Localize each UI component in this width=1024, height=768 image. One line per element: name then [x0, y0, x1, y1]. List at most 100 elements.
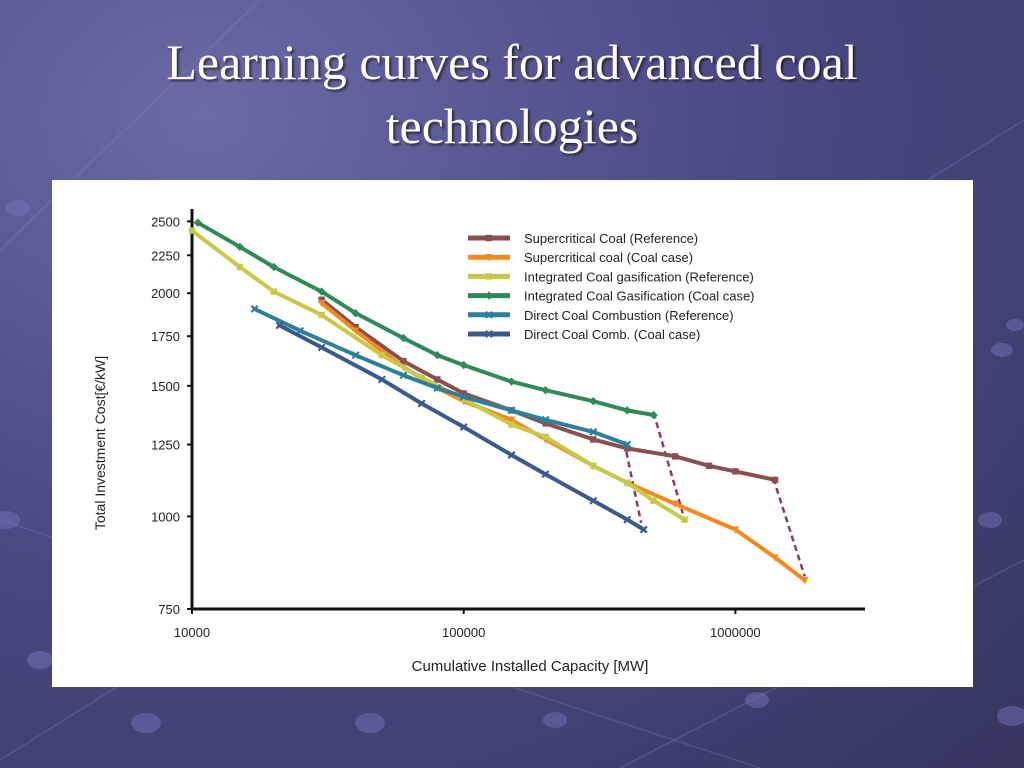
data-point	[507, 416, 516, 424]
legend-label: Supercritical coal (Coal case)	[524, 250, 693, 265]
data-point	[649, 410, 658, 420]
chart-series	[188, 218, 809, 585]
data-point	[434, 376, 441, 383]
data-point	[433, 350, 442, 360]
data-point	[731, 526, 740, 534]
data-point-stroke	[589, 427, 598, 436]
data-point-stroke	[459, 392, 468, 401]
data-point	[250, 304, 259, 313]
data-point	[542, 420, 549, 427]
data-point-stroke	[639, 525, 648, 534]
legend-item: Integrated Coal gasification (Reference)	[468, 269, 754, 284]
data-point-stroke	[377, 375, 386, 384]
data-point-stroke	[507, 451, 516, 459]
legend-label: Direct Coal Combustion (Reference)	[524, 308, 734, 323]
data-point	[542, 433, 549, 441]
y-tick-label: 1500	[151, 379, 180, 394]
data-point	[590, 462, 597, 470]
data-point-stroke	[250, 304, 259, 313]
data-point	[318, 311, 325, 319]
data-point	[541, 415, 550, 424]
legend-item: Supercritical Coal (Reference)	[468, 231, 698, 246]
y-tick-label: 2500	[151, 214, 180, 229]
data-point	[351, 327, 360, 335]
x-tick-label: 1000000	[710, 625, 761, 640]
data-point	[485, 310, 493, 319]
data-point	[801, 577, 809, 585]
data-point-stroke	[485, 330, 493, 338]
data-point	[275, 321, 284, 330]
data-point	[589, 427, 598, 436]
data-point	[485, 254, 493, 262]
slide-title-line-1: Learning curves for advanced coal	[166, 34, 858, 90]
data-point-stroke	[589, 496, 598, 505]
data-point	[705, 462, 713, 470]
data-point	[650, 497, 657, 504]
data-point	[433, 384, 442, 392]
learning-curve-chart: 750 1000 1250 1500 1750 2000 2250 2500 10000 1000…	[92, 209, 865, 675]
data-point-stroke	[417, 399, 426, 408]
data-point-stroke	[317, 343, 326, 352]
data-point	[400, 357, 407, 365]
y-tick-label: 1750	[151, 329, 180, 344]
data-point	[399, 333, 408, 343]
data-point	[460, 395, 467, 403]
data-point	[623, 406, 632, 415]
x-axis-label: Cumulative Installed Capacity [MW]	[412, 658, 649, 675]
legend-label: Supercritical Coal (Reference)	[524, 231, 698, 246]
data-point	[417, 399, 426, 408]
data-point-stroke	[507, 406, 516, 415]
slide-title: Learning curves for advanced coal techno…	[0, 30, 1024, 158]
series-line	[277, 323, 646, 532]
series-4	[193, 218, 658, 420]
data-point-stroke	[399, 371, 408, 380]
data-point	[270, 288, 277, 295]
dashed-connector	[623, 441, 643, 524]
legend-item: Direct Coal Combustion (Reference)	[468, 308, 734, 323]
data-point-stroke	[459, 423, 468, 431]
data-point	[318, 296, 325, 303]
legend-item: Direct Coal Comb. (Coal case)	[468, 327, 700, 342]
data-point	[317, 299, 326, 308]
data-point	[459, 423, 468, 431]
chart-connectors	[623, 412, 806, 577]
data-point	[485, 234, 493, 242]
data-point	[193, 218, 202, 227]
y-tick-label: 1250	[151, 438, 180, 453]
data-point	[508, 421, 515, 428]
y-tick-label: 2000	[151, 286, 180, 301]
y-axis-label: Total Investment Cost[€/kW]	[92, 356, 108, 530]
slide-title-line-2: technologies	[385, 98, 639, 154]
data-point	[378, 351, 386, 359]
chart-axes	[190, 209, 865, 611]
legend-label: Integrated Coal gasification (Reference)	[524, 269, 754, 284]
data-point-stroke	[275, 321, 284, 330]
dashed-connector	[652, 412, 684, 514]
chart-legend: Supercritical Coal (Reference) Supercriti…	[468, 231, 755, 342]
data-point	[377, 375, 386, 384]
data-point	[671, 500, 679, 508]
data-point	[771, 476, 779, 484]
data-point	[590, 436, 597, 443]
y-tick-label: 1000	[151, 509, 180, 524]
data-point	[541, 470, 550, 479]
data-point	[589, 397, 598, 406]
data-point	[459, 392, 468, 401]
data-point	[771, 554, 779, 562]
data-point	[236, 263, 244, 271]
series-6	[275, 321, 648, 534]
data-point-stroke	[623, 515, 632, 524]
chart-panel: 750 1000 1250 1500 1750 2000 2250 2500 10000 1000…	[52, 180, 973, 687]
data-point	[460, 390, 467, 397]
data-point	[418, 374, 425, 381]
legend-label: Direct Coal Comb. (Coal case)	[524, 327, 700, 342]
data-point	[671, 453, 679, 460]
x-tick-label: 100000	[442, 625, 485, 640]
series-line	[252, 306, 630, 447]
series-line	[319, 301, 807, 583]
data-point	[485, 273, 493, 280]
data-point	[507, 406, 516, 415]
data-point	[732, 468, 739, 475]
data-point	[188, 227, 196, 234]
data-point	[623, 440, 632, 449]
